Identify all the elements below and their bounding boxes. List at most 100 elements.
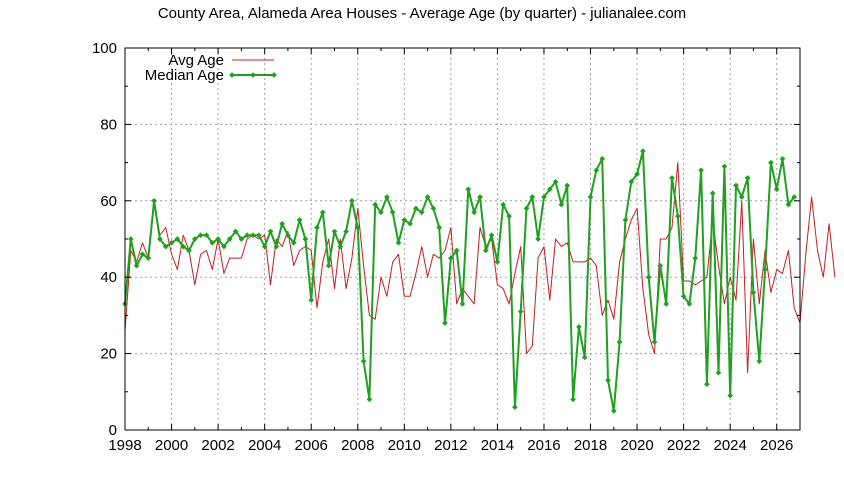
data-point	[325, 262, 332, 269]
data-point	[162, 243, 169, 250]
data-point	[546, 186, 553, 193]
data-point	[244, 232, 251, 239]
data-point	[197, 232, 204, 239]
data-point	[674, 213, 681, 219]
data-point	[424, 194, 431, 200]
data-point	[517, 308, 524, 315]
data-point	[500, 201, 507, 208]
data-point	[581, 354, 588, 361]
data-point	[482, 247, 489, 254]
data-point	[727, 392, 734, 399]
legend-marker	[229, 72, 235, 78]
x-tick-label: 2004	[248, 437, 281, 454]
data-point	[680, 293, 687, 300]
x-tick-label: 2010	[388, 437, 421, 454]
data-point	[634, 171, 640, 177]
data-point	[593, 167, 600, 174]
data-point	[343, 228, 349, 235]
data-point	[738, 194, 745, 200]
data-point	[285, 232, 291, 239]
data-point	[779, 155, 786, 162]
data-point	[657, 262, 664, 269]
data-point	[430, 205, 437, 212]
data-point	[203, 232, 210, 239]
data-point	[599, 155, 606, 162]
data-point	[186, 247, 192, 254]
series-layer	[122, 148, 836, 414]
data-point	[407, 220, 413, 227]
axis-ticks: 1998 2000 2002 2004 2006 2008 2010 2012 2014 2016…	[92, 40, 800, 454]
data-point	[349, 197, 355, 204]
data-point	[448, 255, 454, 261]
data-point	[133, 262, 140, 269]
data-point	[651, 339, 658, 345]
data-point	[145, 255, 152, 261]
data-point	[762, 266, 768, 273]
x-tick-label: 2016	[527, 437, 560, 454]
data-point	[587, 194, 594, 200]
data-point	[337, 243, 344, 250]
data-point	[756, 358, 763, 365]
grid-lines	[125, 48, 800, 430]
data-point	[413, 205, 419, 212]
legend-marker	[250, 72, 256, 78]
plot-frame	[124, 47, 801, 431]
data-point	[663, 301, 670, 307]
y-tick-label: 20	[100, 346, 117, 363]
data-point	[698, 167, 704, 174]
chart-title: County Area, Alameda Area Houses - Avera…	[158, 5, 686, 22]
data-point	[209, 239, 216, 246]
x-tick-label: 2026	[760, 437, 793, 454]
y-tick-label: 40	[100, 269, 117, 286]
data-point	[290, 239, 297, 246]
x-tick-label: 2020	[620, 437, 653, 454]
data-point	[459, 301, 466, 307]
data-point	[279, 220, 285, 227]
data-point	[273, 243, 280, 250]
data-point	[785, 201, 792, 208]
data-point	[640, 148, 646, 154]
data-point	[168, 239, 175, 246]
data-point	[477, 194, 483, 200]
data-point	[261, 243, 268, 250]
data-point	[721, 163, 728, 170]
data-point	[360, 358, 367, 365]
data-point	[174, 236, 181, 242]
series-avg-age	[124, 162, 836, 374]
data-point	[308, 297, 315, 303]
data-point	[552, 178, 559, 185]
data-point	[488, 232, 495, 239]
data-point	[127, 236, 134, 242]
data-point	[384, 194, 390, 200]
x-tick-label: 2006	[295, 437, 328, 454]
series-line	[124, 162, 836, 374]
x-tick-label: 2000	[155, 437, 188, 454]
data-point	[442, 320, 448, 326]
data-point	[319, 209, 326, 216]
data-point	[744, 175, 751, 181]
y-tick-label: 0	[109, 422, 117, 439]
data-point	[418, 209, 425, 216]
data-point	[238, 236, 245, 242]
data-point	[302, 236, 309, 242]
x-tick-label: 2014	[481, 437, 514, 454]
data-point	[267, 228, 274, 235]
data-point	[180, 243, 187, 250]
data-point	[250, 232, 256, 239]
data-point	[471, 209, 477, 216]
data-point	[564, 182, 571, 189]
data-point	[570, 396, 576, 403]
legend-label: Avg Age	[168, 52, 224, 69]
data-point	[157, 236, 163, 242]
data-point	[389, 209, 396, 216]
data-point	[750, 289, 757, 296]
data-point	[669, 175, 675, 181]
data-point	[366, 396, 373, 403]
x-tick-label: 2024	[713, 437, 746, 454]
data-point	[709, 190, 716, 197]
data-point	[296, 217, 303, 223]
y-tick-label: 60	[100, 193, 117, 210]
data-point	[733, 182, 739, 189]
data-point	[465, 186, 472, 193]
data-point	[314, 224, 320, 231]
